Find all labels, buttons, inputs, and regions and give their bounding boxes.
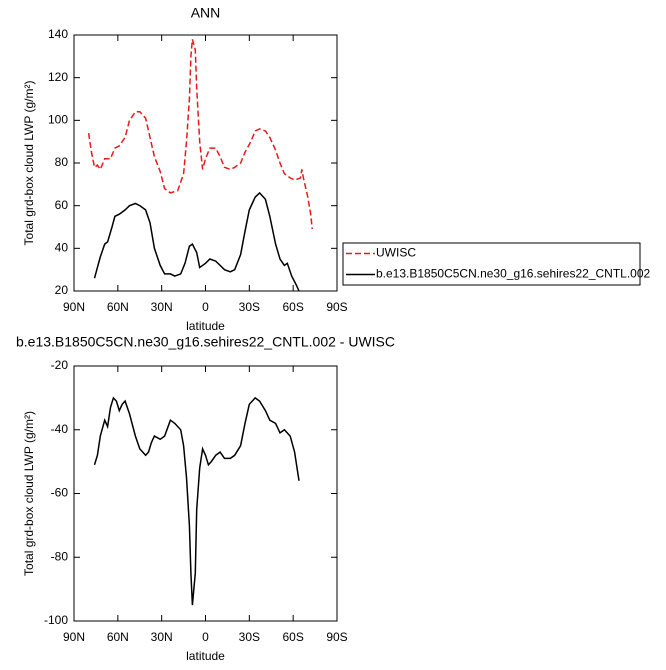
y-axis-label: Total grd-box cloud LWP (g/m²) <box>22 81 36 246</box>
y-tick-label: -80 <box>51 549 69 563</box>
x-axis-label: latitude <box>186 319 225 333</box>
plot-frame <box>73 34 338 292</box>
y-tick-label: 140 <box>48 27 68 41</box>
x-tick-label: 30N <box>151 300 173 314</box>
x-tick-label: 30S <box>239 300 260 314</box>
chart-title: ANN <box>191 5 221 21</box>
plot-frame <box>73 365 338 622</box>
legend-box <box>342 242 641 286</box>
x-tick-label: 30S <box>239 630 260 644</box>
x-tick-label: 0 <box>202 630 209 644</box>
data-line <box>93 396 300 606</box>
x-tick-label: 60S <box>282 630 303 644</box>
data-line <box>93 191 300 292</box>
y-tick-label: 40 <box>55 241 69 255</box>
y-tick-label: -20 <box>51 358 69 372</box>
y-tick-label: 60 <box>55 198 69 212</box>
y-axis-label: Total grd-box cloud LWP (g/m²) <box>22 411 36 576</box>
y-tick-label: -60 <box>51 486 69 500</box>
legend-label: UWISC <box>376 246 416 260</box>
x-tick-label: 90N <box>63 300 85 314</box>
y-tick-label: -100 <box>44 613 68 627</box>
y-tick-label: 100 <box>48 113 68 127</box>
x-tick-label: 60S <box>282 300 303 314</box>
legend-label: b.e13.B1850C5CN.ne30_g16.sehires22_CNTL.… <box>376 267 651 281</box>
x-tick-label: 90S <box>326 300 347 314</box>
y-tick-label: 120 <box>48 70 68 84</box>
x-tick-label: 60N <box>107 630 129 644</box>
chart-title: b.e13.B1850C5CN.ne30_g16.sehires22_CNTL.… <box>16 334 395 350</box>
data-line <box>87 39 313 230</box>
x-tick-label: 90S <box>326 630 347 644</box>
x-tick-label: 30N <box>151 630 173 644</box>
x-tick-label: 60N <box>107 300 129 314</box>
x-tick-label: 90N <box>63 630 85 644</box>
y-tick-label: 20 <box>55 283 69 297</box>
x-axis-label: latitude <box>186 649 225 663</box>
y-tick-label: 80 <box>55 155 69 169</box>
x-tick-label: 0 <box>202 300 209 314</box>
y-tick-label: -40 <box>51 422 69 436</box>
